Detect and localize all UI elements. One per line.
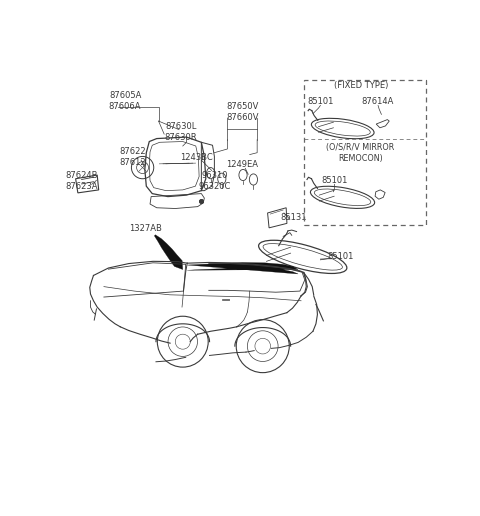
Text: 85101: 85101: [321, 176, 348, 185]
Text: 85101: 85101: [307, 97, 334, 106]
Text: 87605A
87606A: 87605A 87606A: [109, 91, 141, 111]
Text: 87624B
87623A: 87624B 87623A: [65, 171, 97, 190]
Text: (FIXED TYPE): (FIXED TYPE): [334, 81, 388, 90]
Text: 87630L
87630R: 87630L 87630R: [165, 122, 197, 142]
Text: 87622
87612: 87622 87612: [119, 147, 146, 167]
Text: 1249EA: 1249EA: [226, 160, 258, 169]
Polygon shape: [155, 235, 183, 269]
Text: 87614A: 87614A: [362, 97, 394, 106]
Text: 87650V
87660V: 87650V 87660V: [226, 102, 259, 122]
Text: 85131: 85131: [280, 213, 307, 221]
Text: 1327AB: 1327AB: [129, 224, 162, 233]
Text: 1243BC: 1243BC: [180, 153, 213, 162]
Text: (O/S/R/V MIRROR
REMOCON): (O/S/R/V MIRROR REMOCON): [326, 142, 395, 163]
Text: 96310
96320C: 96310 96320C: [198, 171, 230, 190]
Polygon shape: [187, 263, 298, 274]
Text: 85101: 85101: [328, 252, 354, 262]
